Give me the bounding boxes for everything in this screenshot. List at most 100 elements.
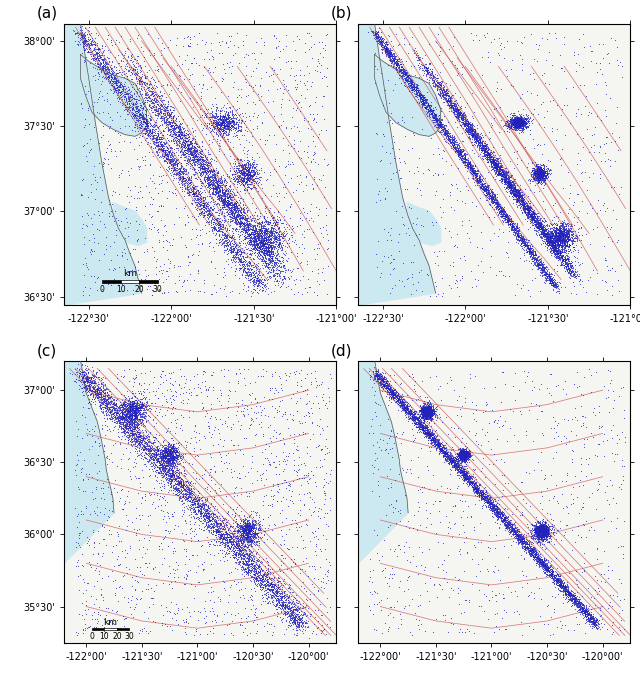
Point (419, 99, 429, 109)
Point (472, 122, 482, 133)
Point (534, 583, 545, 594)
Point (419, 401, 429, 412)
Point (474, 479, 484, 490)
Point (533, 221, 543, 232)
Point (468, 470, 478, 481)
Point (191, 189, 201, 200)
Point (203, 507, 213, 518)
Point (246, 226, 257, 237)
Point (250, 561, 260, 572)
Point (465, 478, 476, 489)
Point (458, 449, 468, 460)
Point (535, 527, 545, 538)
Point (141, 109, 152, 120)
Point (491, 589, 501, 600)
Point (531, 167, 541, 178)
Point (254, 230, 264, 241)
Point (532, 531, 543, 542)
Point (428, 112, 438, 122)
Point (480, 135, 490, 146)
Point (166, 157, 177, 168)
Point (312, 158, 323, 169)
Point (118, 417, 128, 428)
Point (458, 114, 468, 125)
Point (179, 172, 189, 183)
Point (248, 556, 259, 566)
Point (570, 411, 580, 422)
Point (511, 226, 522, 237)
Point (586, 613, 596, 624)
Point (244, 422, 254, 433)
Point (402, 273, 412, 284)
Point (559, 233, 569, 244)
Point (413, 49, 424, 60)
Point (416, 423, 426, 434)
Point (454, 461, 464, 472)
Point (560, 585, 570, 596)
Point (267, 581, 277, 592)
Point (219, 236, 229, 247)
Point (100, 627, 110, 638)
Point (531, 547, 541, 558)
Point (275, 63, 285, 74)
Point (144, 471, 154, 481)
Point (317, 461, 327, 472)
Point (488, 164, 499, 175)
Point (212, 522, 222, 533)
Point (143, 120, 153, 131)
Point (149, 94, 159, 105)
Point (408, 82, 418, 92)
Point (325, 373, 335, 384)
Point (267, 262, 277, 273)
Point (492, 169, 502, 180)
Point (578, 411, 588, 422)
Point (298, 186, 308, 197)
Point (269, 600, 280, 611)
Point (442, 131, 452, 141)
Point (278, 260, 288, 271)
Point (495, 162, 506, 173)
Point (266, 577, 276, 588)
Point (122, 109, 132, 120)
Point (170, 121, 180, 132)
Point (550, 245, 560, 256)
Point (144, 65, 154, 75)
Point (93, 389, 104, 400)
Point (83, 535, 93, 546)
Point (176, 157, 186, 168)
Point (508, 54, 518, 65)
Point (559, 577, 570, 588)
Point (179, 141, 189, 152)
Point (190, 580, 200, 591)
Point (86, 243, 97, 254)
Point (461, 448, 471, 459)
Point (201, 509, 211, 520)
Point (125, 413, 136, 424)
Point (81, 373, 91, 384)
Point (559, 246, 570, 257)
Point (117, 405, 127, 415)
Point (455, 495, 465, 506)
Point (300, 620, 310, 631)
Point (96, 389, 106, 400)
Point (265, 231, 275, 241)
Point (244, 179, 254, 190)
Point (455, 584, 465, 595)
Point (519, 119, 529, 130)
Point (202, 209, 212, 220)
Point (184, 485, 194, 496)
Point (208, 170, 218, 181)
Point (145, 82, 156, 93)
Point (237, 394, 248, 405)
Point (479, 490, 489, 501)
Point (243, 160, 253, 171)
Point (120, 392, 130, 403)
Point (495, 162, 505, 173)
Point (93, 383, 104, 394)
Point (494, 153, 504, 164)
Point (523, 285, 533, 296)
Point (527, 209, 537, 220)
Point (514, 192, 524, 203)
Point (225, 118, 235, 129)
Point (285, 618, 295, 629)
